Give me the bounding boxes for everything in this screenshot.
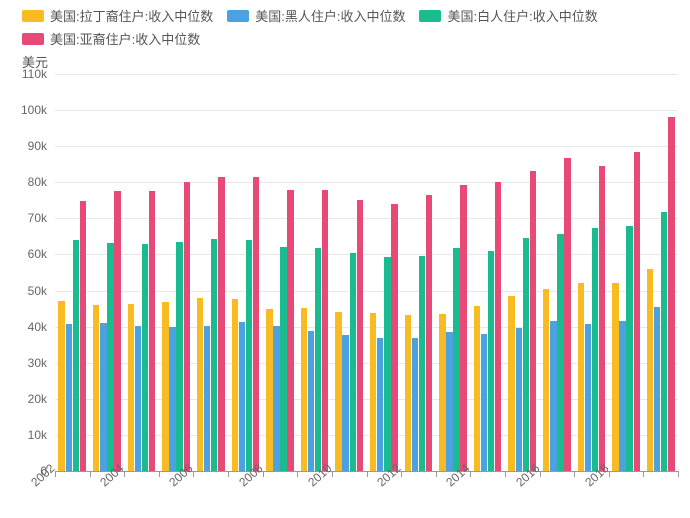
y-tick-label: 70k: [28, 211, 47, 225]
legend: 美国:拉丁裔住户:收入中位数 美国:黑人住户:收入中位数 美国:白人住户:收入中位数…: [22, 6, 662, 48]
legend-label: 美国:黑人住户:收入中位数: [255, 6, 405, 25]
legend-swatch-icon: [227, 10, 249, 22]
legend-item-white[interactable]: 美国:白人住户:收入中位数: [419, 6, 597, 25]
legend-label: 美国:白人住户:收入中位数: [447, 6, 597, 25]
legend-item-latino[interactable]: 美国:拉丁裔住户:收入中位数: [22, 6, 213, 25]
y-tick-label: 110k: [22, 67, 47, 81]
legend-label: 美国:拉丁裔住户:收入中位数: [50, 6, 213, 25]
plot-area: 010k20k30k40k50k60k70k80k90k100k110k 200…: [55, 74, 678, 472]
x-tick-label: 2012: [374, 461, 403, 489]
y-tick-label: 10k: [28, 428, 47, 442]
x-tick-label: 2006: [167, 461, 196, 489]
y-tick-label: 80k: [28, 175, 47, 189]
x-tick: [90, 471, 91, 477]
y-tick-label: 30k: [28, 356, 47, 370]
x-tick-label: 2016: [513, 461, 542, 489]
x-tick-label: 2014: [444, 461, 473, 489]
legend-item-black[interactable]: 美国:黑人住户:收入中位数: [227, 6, 405, 25]
median-income-chart: 美国:拉丁裔住户:收入中位数 美国:黑人住户:收入中位数 美国:白人住户:收入中位数…: [0, 0, 690, 518]
legend-item-asian[interactable]: 美国:亚裔住户:收入中位数: [22, 29, 200, 48]
y-tick-label: 20k: [28, 392, 47, 406]
x-tick: [297, 471, 298, 477]
legend-swatch-icon: [22, 10, 44, 22]
legend-label: 美国:亚裔住户:收入中位数: [50, 29, 200, 48]
y-tick-label: 40k: [28, 320, 47, 334]
x-tick-label: 2008: [236, 461, 265, 489]
x-tick-label: 2002: [28, 461, 57, 489]
x-tick: [436, 471, 437, 477]
x-tick: [678, 471, 679, 477]
x-tick: [159, 471, 160, 477]
y-tick-label: 60k: [28, 247, 47, 261]
x-tick: [367, 471, 368, 477]
x-tick-label: 2004: [98, 461, 127, 489]
x-tick: [228, 471, 229, 477]
y-tick-label: 90k: [28, 139, 47, 153]
x-tick: [505, 471, 506, 477]
legend-swatch-icon: [419, 10, 441, 22]
x-axis: 200220042006200820102012201420162018: [55, 74, 678, 471]
x-tick-label: 2018: [582, 461, 611, 489]
x-tick: [574, 471, 575, 477]
x-tick-label: 2010: [305, 461, 334, 489]
y-tick-label: 50k: [28, 284, 47, 298]
y-tick-label: 100k: [21, 103, 47, 117]
x-tick: [643, 471, 644, 477]
legend-swatch-icon: [22, 33, 44, 45]
